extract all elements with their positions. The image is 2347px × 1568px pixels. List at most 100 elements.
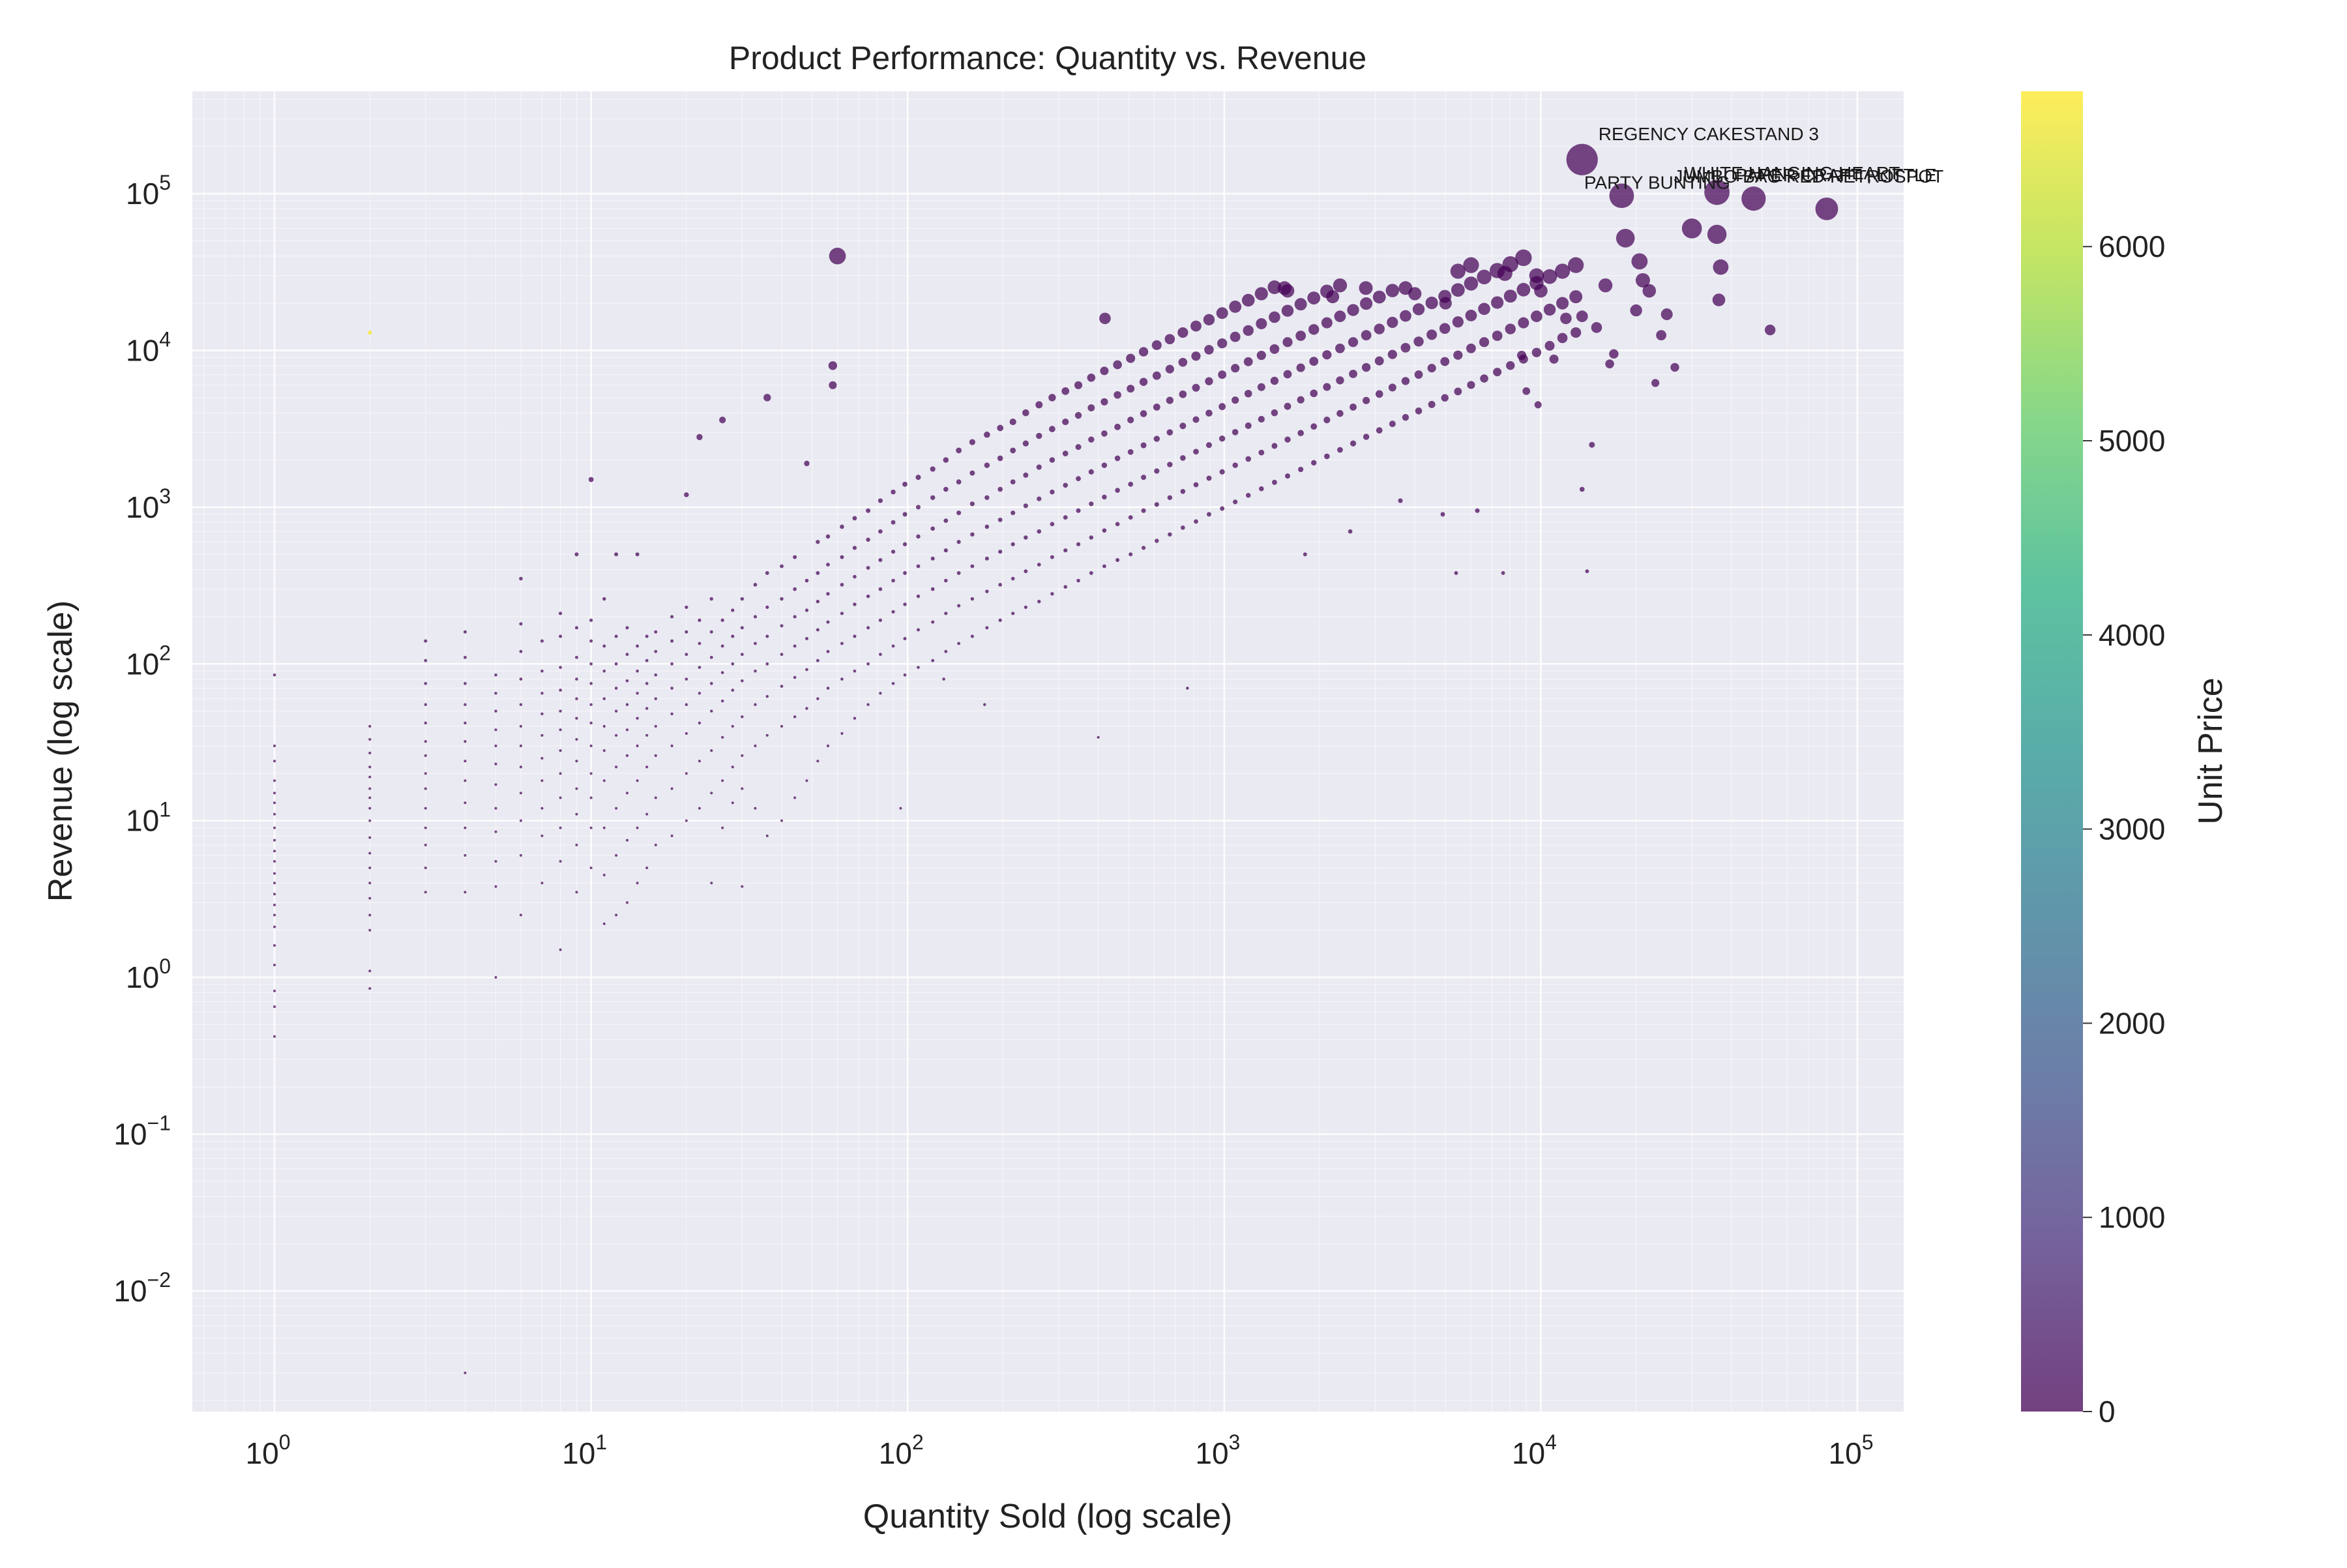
data-point [1642,284,1657,298]
data-point [1011,612,1015,615]
data-point [645,812,649,816]
data-point [519,703,523,706]
data-point [368,987,372,990]
data-point [1272,479,1277,485]
data-point [685,732,688,735]
data-point [1493,368,1502,377]
colorbar-tick-label: 1000 [2099,1200,2165,1234]
data-point [1097,735,1100,739]
data-point [615,806,618,810]
data-point [709,682,713,685]
annotation-label: PARTY BUNTING [1584,173,1730,193]
data-point [519,791,522,795]
data-point [645,658,649,662]
data-point [1127,385,1135,393]
data-point [780,685,784,688]
x-tick-label: 104 [1512,1430,1557,1470]
data-point [464,703,467,706]
data-point [1464,276,1479,291]
data-point [1087,404,1095,411]
data-point [1062,418,1069,426]
data-point [731,688,735,692]
data-point [826,563,830,567]
data-point [740,626,744,630]
data-point [943,548,948,553]
data-point [1284,473,1290,479]
data-point [878,498,883,503]
x-tick-label: 103 [1195,1430,1240,1470]
data-point [741,679,744,683]
data-point [1257,383,1265,391]
data-point [273,903,276,906]
data-point [626,791,629,795]
data-point [540,712,544,716]
data-point [1024,605,1027,609]
data-point [1478,303,1490,316]
data-point [1269,311,1280,323]
data-point [589,721,593,725]
data-point [1256,350,1266,361]
data-point [1349,370,1357,378]
data-point [670,639,674,643]
data-point [670,662,674,666]
point-annotations: REGENCY CAKESTAND 3 PAPER CRAFT , LITTLEP… [1584,124,1943,193]
data-point [1323,383,1331,391]
data-point [540,806,544,810]
data-point [645,866,649,870]
data-point [731,801,734,805]
data-point [575,677,578,681]
data-point [1529,268,1544,284]
data-point [625,626,629,630]
data-point [1048,426,1055,432]
data-point [763,394,771,402]
data-point [559,948,562,951]
data-point [685,772,688,775]
data-point [589,662,593,666]
data-point [1179,422,1187,430]
annotation-label: JUMBO BAG RED RETROSPOT [1674,166,1943,186]
data-point [625,703,629,706]
data-point [424,754,427,758]
data-point [731,608,735,612]
data-point [575,760,578,763]
data-point [1324,453,1330,460]
data-point [559,860,562,863]
data-point [654,630,658,634]
data-point [1100,398,1108,406]
data-point [575,697,578,700]
data-point [368,836,372,839]
data-point [930,526,936,531]
data-point [645,707,649,710]
data-point [1036,464,1042,470]
data-point [1061,387,1070,395]
data-point [1089,571,1093,575]
data-point [424,826,427,829]
data-point [1534,401,1542,409]
data-point [368,881,372,885]
data-point [1205,377,1213,385]
data-point [1246,493,1251,498]
data-point [943,518,949,524]
data-point [1075,444,1082,451]
data-point [614,634,618,638]
data-point [740,653,744,657]
data-point [731,724,734,728]
annotation-label: WHITE HANGING HEART [1685,163,1900,183]
data-point [1010,447,1016,454]
data-point [654,724,657,728]
data-point [494,783,497,786]
data-point [464,721,467,725]
data-point [1764,324,1776,336]
data-point [559,728,562,732]
x-tick-label: 101 [562,1430,607,1470]
data-point [575,891,578,894]
data-point [984,495,990,500]
data-point [970,532,975,537]
data-point [273,944,276,947]
data-point [1140,442,1147,449]
data-point [1566,143,1598,175]
data-point [494,762,497,765]
data-point [1363,434,1370,440]
data-point [273,760,276,763]
